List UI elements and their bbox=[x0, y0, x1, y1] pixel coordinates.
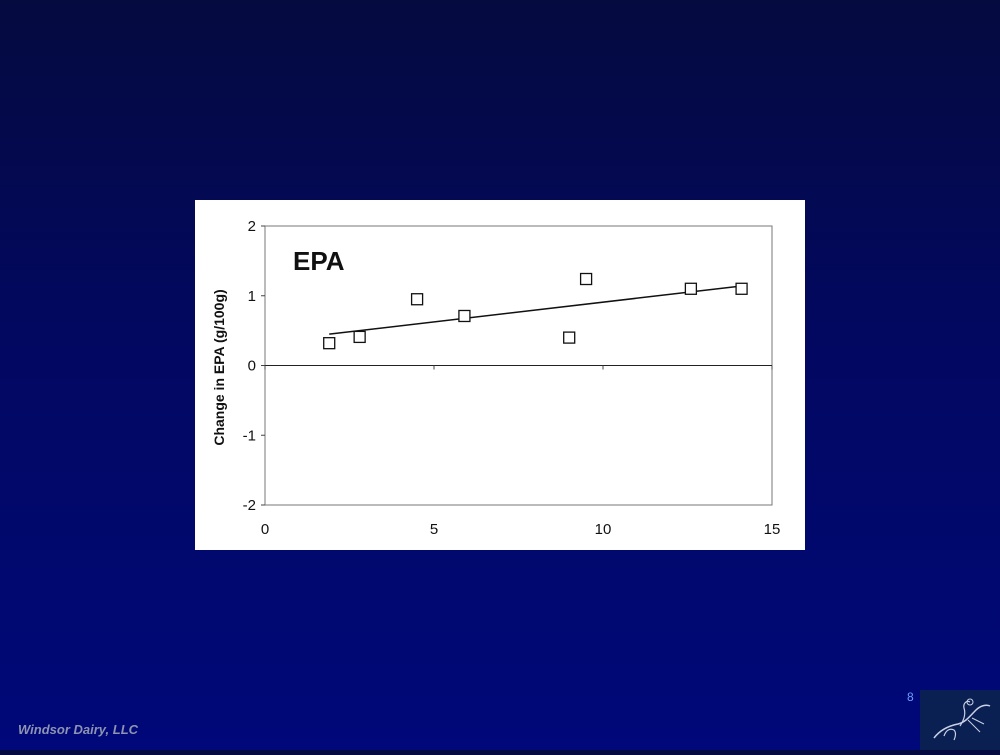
data-point bbox=[684, 282, 698, 295]
data-point bbox=[323, 337, 336, 350]
data-point bbox=[579, 272, 593, 286]
y-tick-label: -2 bbox=[243, 497, 256, 514]
x-tick-label: 5 bbox=[430, 521, 438, 538]
chart-title: EPA bbox=[293, 246, 345, 276]
x-tick-label: 10 bbox=[595, 521, 612, 538]
data-point bbox=[458, 309, 471, 323]
horse-rider-logo-icon bbox=[920, 690, 1000, 750]
slide-number: 8 bbox=[907, 690, 914, 704]
x-tick-label: 0 bbox=[261, 521, 269, 538]
y-tick-label: 0 bbox=[248, 358, 256, 375]
x-tick-label: 15 bbox=[764, 521, 781, 538]
footer-company-name: Windsor Dairy, LLC bbox=[18, 722, 139, 737]
trendline bbox=[329, 285, 742, 335]
data-point bbox=[735, 282, 748, 295]
data-point bbox=[410, 293, 424, 306]
data-point bbox=[353, 330, 366, 344]
y-tick-label: -1 bbox=[243, 427, 256, 444]
chart-panel: 2 1 0 -1 -2 0 5 10 15 Change in EPA (g/100g) EPA bbox=[195, 200, 805, 550]
y-axis-title: Change in EPA (g/100g) bbox=[211, 289, 227, 445]
data-point bbox=[563, 331, 576, 344]
y-tick-label: 1 bbox=[248, 288, 256, 305]
y-tick-label: 2 bbox=[248, 218, 256, 235]
